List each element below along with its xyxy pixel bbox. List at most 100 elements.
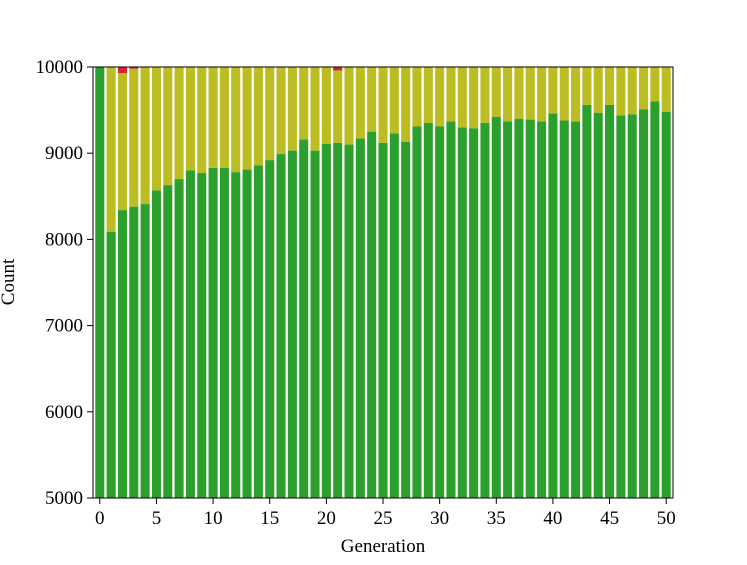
bar-segment <box>231 67 241 173</box>
bar-segment <box>537 67 547 122</box>
bar-segment <box>412 67 422 127</box>
bar-segment <box>287 67 297 151</box>
bar-segment <box>446 121 456 498</box>
bar-segment <box>446 67 456 122</box>
bar-segment <box>571 121 581 498</box>
ticks-layer: 0 5 10 15 20 25 30 35 40 45 50 5000 6000 7000 8000 9000… <box>36 57 676 529</box>
bar-segment <box>639 109 649 498</box>
bar-segment <box>242 67 252 170</box>
bar-segment <box>265 67 275 161</box>
bar-segment <box>503 67 513 122</box>
y-tick-label: 9000 <box>45 143 83 164</box>
bar-segment <box>321 143 331 498</box>
bar-segment <box>548 67 558 114</box>
bar-segment <box>140 67 150 205</box>
bar-segment <box>514 118 524 498</box>
bar-segment <box>95 67 105 498</box>
bar-segment <box>491 116 501 498</box>
bar-segment <box>469 67 479 129</box>
x-tick-label: 25 <box>374 508 393 529</box>
bar-segment <box>582 67 592 105</box>
bar-segment <box>401 141 411 498</box>
bar-segment <box>344 144 354 498</box>
bar-segment <box>355 138 365 498</box>
bar-segment <box>321 67 331 144</box>
x-tick-label: 30 <box>430 508 449 529</box>
bar-segment <box>661 111 671 498</box>
bar-segment <box>219 67 229 168</box>
bar-segment <box>185 67 195 171</box>
bar-segment <box>401 67 411 142</box>
bar-segment <box>435 67 445 127</box>
bar-segment <box>140 204 150 499</box>
bar-segment <box>185 170 195 498</box>
bar-segment <box>627 114 637 498</box>
bar-segment <box>389 67 399 134</box>
bar-segment <box>457 127 467 498</box>
bar-segment <box>333 70 343 143</box>
bar-segment <box>582 104 592 498</box>
bar-segment <box>253 67 263 166</box>
bar-segment <box>412 126 422 498</box>
bar-segment <box>423 67 433 124</box>
x-tick-label: 20 <box>317 508 336 529</box>
x-tick-label: 10 <box>204 508 223 529</box>
bar-segment <box>310 67 320 151</box>
bar-segment <box>299 139 309 498</box>
bar-segment <box>174 67 184 180</box>
bar-segment <box>605 67 615 105</box>
x-tick-label: 45 <box>600 508 619 529</box>
x-tick-label: 35 <box>487 508 506 529</box>
bar-segment <box>378 67 388 143</box>
bar-segment <box>378 142 388 498</box>
bar-segment <box>661 67 671 112</box>
bar-segment <box>276 154 286 498</box>
bar-segment <box>480 67 490 124</box>
bar-segment <box>559 120 569 498</box>
bar-segment <box>571 67 581 122</box>
bar-segment <box>650 67 660 102</box>
bar-segment <box>117 67 127 74</box>
bar-segment <box>242 169 252 498</box>
bar-segment <box>253 165 263 498</box>
y-tick-label: 8000 <box>45 229 83 250</box>
bar-segment <box>537 121 547 498</box>
bar-segment <box>480 123 490 498</box>
bar-segment <box>265 160 275 498</box>
bar-segment <box>106 67 116 232</box>
bar-segment <box>593 112 603 498</box>
y-tick-label: 10000 <box>36 57 84 78</box>
bar-segment <box>106 231 116 498</box>
bar-segment <box>627 67 637 115</box>
bar-segment <box>117 210 127 499</box>
y-axis-label: Count <box>0 258 19 305</box>
bar-segment <box>525 67 535 120</box>
bar-segment <box>503 121 513 498</box>
bar-segment <box>423 123 433 498</box>
bar-segment <box>151 67 161 191</box>
y-tick-label: 6000 <box>45 402 83 423</box>
bar-segment <box>163 185 173 498</box>
bar-segment <box>197 173 207 498</box>
bar-segment <box>163 67 173 186</box>
bar-segment <box>605 104 615 498</box>
bar-segment <box>208 167 218 498</box>
bar-segment <box>639 67 649 110</box>
bar-segment <box>151 190 161 499</box>
bar-segment <box>525 119 535 498</box>
bar-segment <box>616 67 626 116</box>
bar-segment <box>333 67 343 71</box>
bar-segment <box>344 67 354 145</box>
bar-segment <box>616 115 626 498</box>
bar-segment <box>231 172 241 498</box>
bar-segment <box>287 150 297 498</box>
x-tick-label: 5 <box>152 508 162 529</box>
bar-segment <box>197 67 207 174</box>
bar-segment <box>367 131 377 498</box>
x-tick-label: 15 <box>260 508 279 529</box>
bar-segment <box>310 150 320 498</box>
bar-segment <box>219 167 229 498</box>
bar-segment <box>548 113 558 498</box>
bar-segment <box>457 67 467 128</box>
